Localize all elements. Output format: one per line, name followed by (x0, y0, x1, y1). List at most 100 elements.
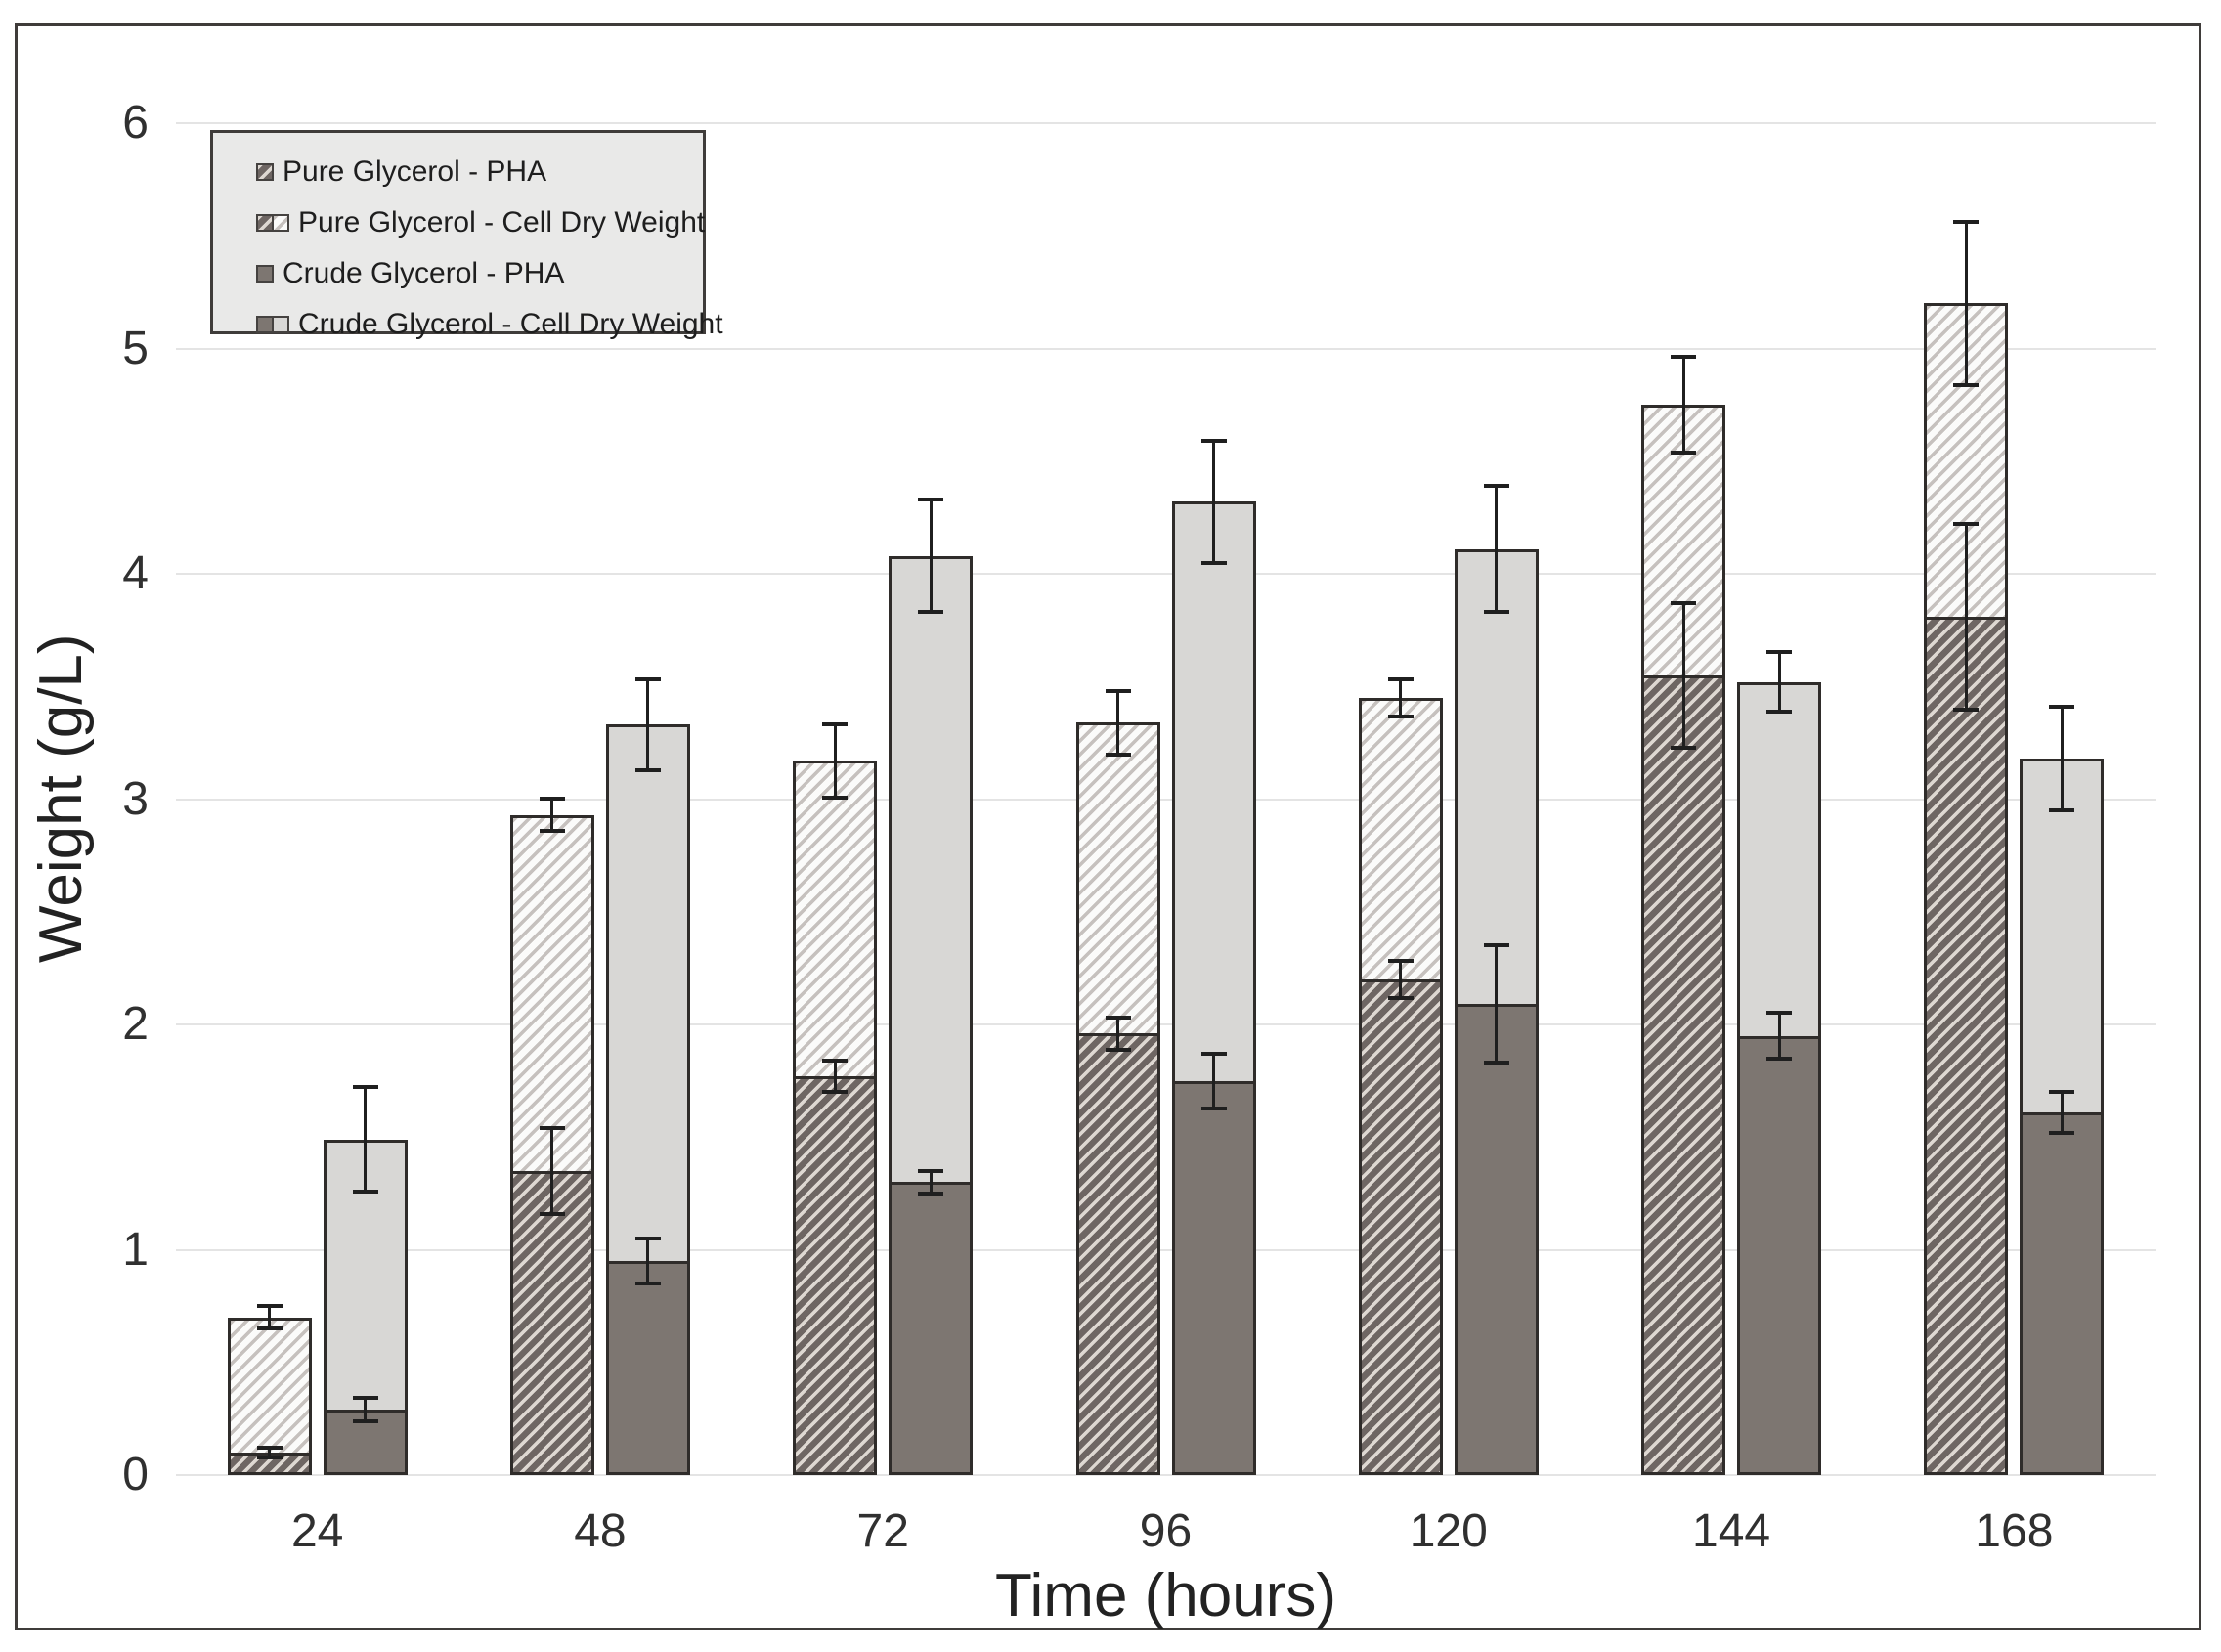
y-tick-label: 6 (122, 97, 149, 149)
bar-crude-glycerol-cdw-96h (1171, 501, 1256, 1084)
error-bar-pha-crude-glycerol-24h-cap-bottom (352, 1418, 378, 1423)
error-bar-pha-pure-glycerol-120h-stem (1399, 959, 1403, 1000)
bar-pure-glycerol-pha-72h (793, 1076, 878, 1475)
bar-pure-glycerol-cdw-48h (509, 814, 594, 1174)
bar-crude-glycerol-cdw-120h (1454, 548, 1539, 1008)
error-bar-pha-crude-glycerol-24h-stem (364, 1396, 368, 1423)
error-bar-cdw-crude-glycerol-72h-stem (929, 497, 933, 615)
error-bar-pha-pure-glycerol-168h-cap-top (1953, 521, 1980, 526)
error-bar-cdw-pure-glycerol-48h-stem (550, 797, 554, 834)
error-bar-cdw-crude-glycerol-144h-stem (1777, 650, 1781, 714)
error-bar-cdw-pure-glycerol-24h-stem (268, 1303, 272, 1331)
x-tick-label: 96 (1139, 1505, 1193, 1557)
error-bar-cdw-crude-glycerol-48h-stem (646, 677, 650, 772)
gridline-y-4 (176, 573, 2156, 575)
error-bar-cdw-crude-glycerol-72h-cap-top (918, 497, 944, 501)
error-bar-pha-pure-glycerol-24h-cap-bottom (256, 1455, 283, 1459)
bar-pure-glycerol-cdw-120h (1358, 697, 1443, 982)
error-bar-cdw-pure-glycerol-24h-cap-bottom (256, 1326, 283, 1331)
bar-pure-glycerol-pha-144h (1641, 674, 1726, 1475)
bar-pure-glycerol-cdw-96h (1075, 722, 1160, 1037)
error-bar-pha-crude-glycerol-120h-stem (1495, 943, 1499, 1065)
error-bar-cdw-pure-glycerol-168h-cap-top (1953, 220, 1980, 225)
legend-item-3: Crude Glycerol - Cell Dry Weight (256, 299, 723, 350)
error-bar-cdw-crude-glycerol-168h-cap-bottom (2049, 808, 2075, 813)
legend: Pure Glycerol - PHA Pure Glycerol - Cell … (210, 130, 723, 340)
bar-crude-glycerol-pha-48h (605, 1261, 690, 1475)
bar-pure-glycerol-cdw-72h (793, 761, 878, 1079)
error-bar-pha-pure-glycerol-144h-cap-top (1671, 600, 1697, 605)
hatch-light-swatch-icon (272, 214, 289, 232)
error-bar-cdw-crude-glycerol-48h-cap-bottom (634, 767, 661, 772)
error-bar-pha-pure-glycerol-48h-cap-top (539, 1125, 565, 1130)
error-bar-cdw-pure-glycerol-144h-cap-top (1671, 355, 1697, 360)
error-bar-cdw-crude-glycerol-120h-cap-bottom (1483, 610, 1509, 615)
legend-label: Pure Glycerol - Cell Dry Weight (298, 206, 706, 239)
bar-crude-glycerol-cdw-24h (323, 1139, 408, 1413)
error-bar-pha-crude-glycerol-96h-cap-bottom (1200, 1106, 1227, 1110)
x-tick-label: 120 (1409, 1505, 1488, 1557)
bar-crude-glycerol-pha-96h (1171, 1080, 1256, 1475)
error-bar-pha-crude-glycerol-144h-cap-bottom (1766, 1056, 1793, 1061)
error-bar-pha-crude-glycerol-144h-cap-top (1766, 1011, 1793, 1016)
error-bar-cdw-pure-glycerol-144h-stem (1681, 355, 1685, 455)
bar-crude-glycerol-cdw-72h (889, 555, 974, 1186)
error-bar-pha-pure-glycerol-144h-cap-bottom (1671, 745, 1697, 750)
error-bar-pha-crude-glycerol-120h-cap-top (1483, 943, 1509, 948)
gridline-y-0 (176, 1474, 2156, 1476)
error-bar-cdw-crude-glycerol-72h-cap-bottom (918, 610, 944, 615)
bar-crude-glycerol-pha-144h (1737, 1035, 1822, 1475)
error-bar-pha-pure-glycerol-24h-cap-top (256, 1446, 283, 1451)
error-bar-pha-crude-glycerol-120h-cap-bottom (1483, 1061, 1509, 1065)
gridline-y-1 (176, 1248, 2156, 1251)
bar-pure-glycerol-pha-96h (1075, 1033, 1160, 1475)
gridline-y-2 (176, 1023, 2156, 1025)
bar-crude-glycerol-cdw-48h (605, 724, 690, 1264)
error-bar-pha-crude-glycerol-168h-cap-top (2049, 1089, 2075, 1094)
legend-label: Pure Glycerol - PHA (283, 155, 547, 188)
error-bar-cdw-pure-glycerol-120h-stem (1399, 677, 1403, 718)
figure-border (15, 23, 2201, 1630)
error-bar-cdw-pure-glycerol-120h-cap-top (1387, 677, 1414, 682)
error-bar-pha-crude-glycerol-168h-stem (2060, 1089, 2064, 1135)
error-bar-pha-crude-glycerol-48h-cap-top (634, 1236, 661, 1240)
error-bar-pha-pure-glycerol-96h-cap-bottom (1105, 1047, 1131, 1052)
x-tick-label: 144 (1692, 1505, 1771, 1557)
bar-crude-glycerol-cdw-168h (2020, 759, 2105, 1115)
error-bar-cdw-pure-glycerol-144h-cap-bottom (1671, 450, 1697, 455)
error-bar-cdw-crude-glycerol-48h-cap-top (634, 677, 661, 682)
error-bar-pha-crude-glycerol-48h-stem (646, 1236, 650, 1286)
legend-item-2: Crude Glycerol - PHA (256, 248, 685, 299)
bar-pure-glycerol-pha-48h (509, 1170, 594, 1475)
legend-label: Crude Glycerol - Cell Dry Weight (298, 308, 723, 340)
error-bar-pha-pure-glycerol-48h-cap-bottom (539, 1211, 565, 1216)
error-bar-cdw-crude-glycerol-144h-cap-bottom (1766, 709, 1793, 714)
bar-pure-glycerol-pha-120h (1358, 978, 1443, 1475)
error-bar-pha-pure-glycerol-72h-cap-bottom (822, 1090, 849, 1095)
x-tick-label: 48 (574, 1505, 627, 1557)
error-bar-pha-pure-glycerol-72h-cap-top (822, 1058, 849, 1063)
bar-crude-glycerol-pha-120h (1454, 1004, 1539, 1475)
legend-item-1: Pure Glycerol - Cell Dry Weight (256, 197, 705, 248)
error-bar-pha-pure-glycerol-96h-cap-top (1105, 1015, 1131, 1020)
error-bar-pha-crude-glycerol-48h-cap-bottom (634, 1282, 661, 1286)
x-tick-label: 72 (856, 1505, 909, 1557)
y-tick-label: 5 (122, 322, 149, 374)
error-bar-pha-crude-glycerol-24h-cap-top (352, 1396, 378, 1401)
error-bar-cdw-pure-glycerol-48h-cap-bottom (539, 829, 565, 834)
error-bar-cdw-pure-glycerol-168h-stem (1964, 220, 1968, 387)
error-bar-cdw-pure-glycerol-72h-stem (833, 722, 837, 800)
error-bar-cdw-pure-glycerol-72h-cap-bottom (822, 795, 849, 800)
plot-area (176, 122, 2156, 1476)
error-bar-pha-crude-glycerol-72h-cap-bottom (918, 1192, 944, 1196)
error-bar-pha-pure-glycerol-144h-stem (1681, 600, 1685, 750)
error-bar-pha-crude-glycerol-72h-cap-top (918, 1168, 944, 1173)
error-bar-pha-crude-glycerol-96h-stem (1212, 1051, 1215, 1110)
error-bar-cdw-pure-glycerol-120h-cap-bottom (1387, 714, 1414, 718)
error-bar-cdw-pure-glycerol-96h-cap-top (1105, 688, 1131, 693)
error-bar-cdw-pure-glycerol-96h-stem (1116, 688, 1119, 757)
error-bar-cdw-crude-glycerol-96h-stem (1212, 438, 1215, 565)
x-tick-label: 168 (1975, 1505, 2054, 1557)
hatch-dark-swatch-icon (256, 163, 274, 181)
